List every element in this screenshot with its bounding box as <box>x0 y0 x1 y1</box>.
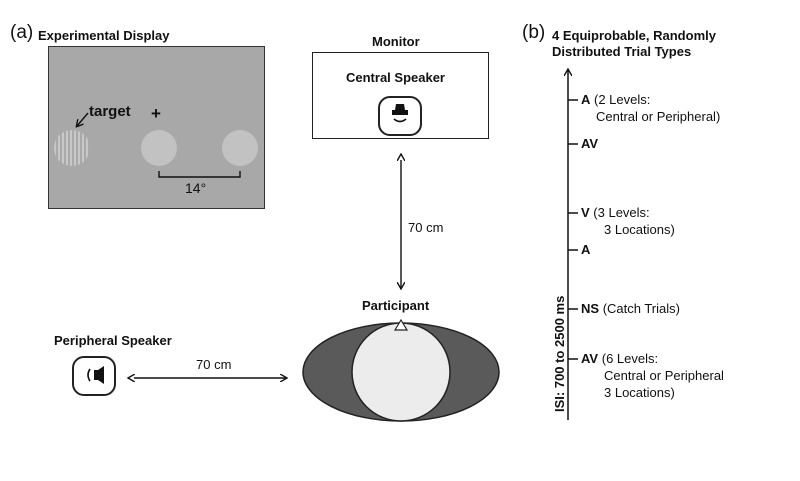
trial-5-detail: (Catch Trials) <box>602 301 680 316</box>
trial-6: AV (6 Levels: <box>581 351 658 366</box>
right-disc <box>222 130 258 166</box>
target-label: target <box>89 103 131 120</box>
trial-2: AV <box>581 136 598 151</box>
target-disc <box>54 130 90 166</box>
central-speaker-glyph <box>392 104 408 123</box>
distance-vertical-label: 70 cm <box>408 220 444 235</box>
peripheral-speaker-glyph <box>87 366 104 384</box>
distance-horizontal-label: 70 cm <box>196 357 232 372</box>
center-disc <box>141 130 177 166</box>
experimental-display-title: Experimental Display <box>38 28 170 43</box>
trial-5-code: NS <box>581 301 600 316</box>
trial-3-code: V <box>581 205 590 220</box>
trial-types-title-line1: 4 Equiprobable, Randomly <box>552 28 716 43</box>
trial-1: A (2 Levels: <box>581 92 650 107</box>
experimental-display-screen <box>48 46 265 209</box>
trial-3: V (3 Levels: <box>581 205 650 220</box>
central-speaker-icon <box>378 96 422 136</box>
panel-b-label: (b) <box>522 22 546 43</box>
trial-4-code: A <box>581 242 591 257</box>
trial-6-detail-2: Central or Peripheral <box>604 368 724 383</box>
trial-6-detail-3: 3 Locations) <box>604 385 675 400</box>
trial-1-detail-2: Central or Peripheral) <box>596 109 721 124</box>
trial-5: NS (Catch Trials) <box>581 301 680 316</box>
trial-1-code: A <box>581 92 591 107</box>
trial-6-detail: (6 Levels: <box>601 351 659 366</box>
monitor-title: Monitor <box>372 34 420 49</box>
trial-3-detail-2: 3 Locations) <box>604 222 675 237</box>
participant-head <box>302 318 500 422</box>
central-speaker-label: Central Speaker <box>346 70 445 85</box>
panel-a-label: (a) <box>10 22 34 43</box>
fixation-cross: + <box>151 104 161 123</box>
trial-types-title-line2: Distributed Trial Types <box>552 44 692 59</box>
target-pointer-arrow <box>77 112 89 126</box>
trial-1-detail: (2 Levels: <box>594 92 651 107</box>
eccentricity-label: 14° <box>185 180 207 196</box>
trial-3-detail: (3 Levels: <box>593 205 650 220</box>
timeline-ticks <box>568 99 578 360</box>
trial-4: A <box>581 242 590 257</box>
participant-label: Participant <box>362 298 430 313</box>
eccentricity-bracket <box>158 171 241 178</box>
trial-2-code: AV <box>581 136 599 151</box>
peripheral-speaker-label: Peripheral Speaker <box>54 333 172 348</box>
trial-6-code: AV <box>581 351 599 366</box>
